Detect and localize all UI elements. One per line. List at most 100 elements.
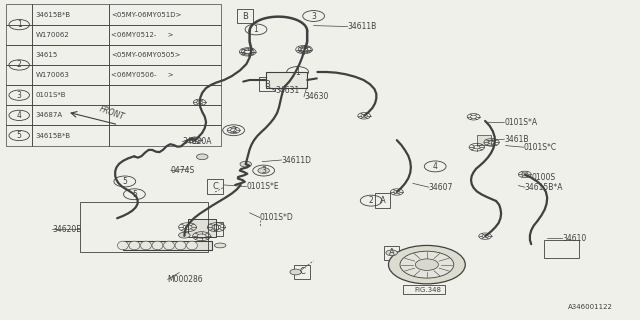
Text: B: B (264, 80, 270, 89)
Bar (6, 45, 32, 65)
Circle shape (258, 168, 269, 173)
Text: 34620A: 34620A (182, 137, 212, 146)
Text: W170063: W170063 (36, 72, 70, 78)
Text: <06MY0512-     >: <06MY0512- > (111, 32, 174, 38)
Circle shape (196, 154, 208, 160)
Text: 0474S: 0474S (171, 166, 195, 175)
Text: 3: 3 (261, 166, 266, 175)
Bar (477, 135, 491, 145)
Text: 34607: 34607 (429, 183, 453, 192)
Ellipse shape (129, 241, 140, 250)
Circle shape (240, 161, 252, 167)
Bar (123, 241, 212, 250)
Bar (32, 105, 109, 125)
Text: 34610: 34610 (562, 234, 586, 243)
Text: 0101S*E: 0101S*E (246, 182, 279, 191)
Bar (188, 219, 216, 237)
Text: 3: 3 (311, 12, 316, 20)
Bar (109, 85, 221, 105)
Text: FIG.348: FIG.348 (415, 287, 442, 292)
Text: 34615B*A: 34615B*A (525, 183, 563, 192)
Bar (6, 4, 32, 25)
Text: 0101S*A: 0101S*A (504, 118, 538, 127)
Bar (6, 125, 32, 146)
Text: 2: 2 (369, 196, 374, 205)
Text: 0101S*B: 0101S*B (36, 92, 67, 98)
Text: 1: 1 (295, 68, 300, 76)
Text: 34615: 34615 (36, 52, 58, 58)
Text: 1: 1 (253, 25, 259, 34)
Bar (6, 25, 32, 45)
Bar (403, 285, 445, 294)
Text: 1: 1 (17, 20, 22, 29)
Circle shape (386, 250, 397, 256)
Text: 34615B*B: 34615B*B (36, 132, 71, 139)
Text: A346001122: A346001122 (568, 304, 613, 309)
Text: 2: 2 (231, 126, 236, 135)
Text: 34611B: 34611B (348, 22, 377, 31)
Bar (109, 65, 221, 85)
Text: 5: 5 (132, 190, 137, 199)
Text: W170062: W170062 (36, 32, 70, 38)
Ellipse shape (118, 241, 128, 250)
Text: M000286: M000286 (168, 275, 204, 284)
Bar (80, 202, 208, 252)
Text: C: C (212, 182, 218, 191)
Bar (109, 105, 221, 125)
Text: 5: 5 (122, 177, 127, 186)
Circle shape (415, 259, 438, 270)
Text: 34631: 34631 (275, 86, 300, 95)
Bar (109, 45, 221, 65)
Ellipse shape (175, 241, 186, 250)
Bar (32, 85, 109, 105)
Bar (294, 265, 310, 279)
Text: FRONT: FRONT (99, 105, 125, 122)
Bar (237, 9, 253, 23)
Bar (207, 222, 223, 236)
Text: 5: 5 (17, 131, 22, 140)
Ellipse shape (152, 241, 163, 250)
Text: B: B (242, 12, 248, 20)
Bar (375, 193, 390, 208)
Bar (266, 72, 307, 88)
Bar (32, 25, 109, 45)
Text: 3461B: 3461B (504, 135, 529, 144)
Bar (32, 4, 109, 25)
Ellipse shape (214, 243, 226, 248)
Bar (6, 85, 32, 105)
Bar (109, 4, 221, 25)
Text: C: C (299, 268, 305, 276)
Text: <05MY-06MY051D>: <05MY-06MY051D> (111, 12, 182, 18)
Bar (32, 65, 109, 85)
Text: 34611D: 34611D (282, 156, 312, 164)
Ellipse shape (164, 241, 174, 250)
Circle shape (179, 232, 190, 238)
Bar (6, 65, 32, 85)
Text: 0101S*D: 0101S*D (260, 213, 294, 222)
Text: D: D (212, 224, 218, 233)
Text: 34687A: 34687A (36, 112, 63, 118)
Text: 4: 4 (433, 162, 438, 171)
Bar (109, 125, 221, 146)
Bar (32, 125, 109, 146)
Bar (544, 240, 579, 258)
Circle shape (290, 269, 301, 275)
Text: 2: 2 (17, 60, 22, 69)
Text: 34620E: 34620E (52, 225, 81, 234)
Text: 34630: 34630 (304, 92, 328, 101)
Text: 0100S: 0100S (531, 173, 556, 182)
Bar (109, 25, 221, 45)
Text: <06MY0506-     >: <06MY0506- > (111, 72, 174, 78)
Circle shape (388, 245, 465, 284)
Circle shape (400, 251, 454, 278)
Text: <05MY-06MY0505>: <05MY-06MY0505> (111, 52, 181, 58)
Text: A: A (380, 196, 385, 205)
Ellipse shape (141, 241, 152, 250)
Text: A: A (389, 248, 394, 257)
Text: 4: 4 (17, 111, 22, 120)
Text: 3: 3 (17, 91, 22, 100)
Bar (6, 105, 32, 125)
Bar (259, 77, 275, 92)
Ellipse shape (187, 241, 197, 250)
Bar (384, 246, 399, 260)
